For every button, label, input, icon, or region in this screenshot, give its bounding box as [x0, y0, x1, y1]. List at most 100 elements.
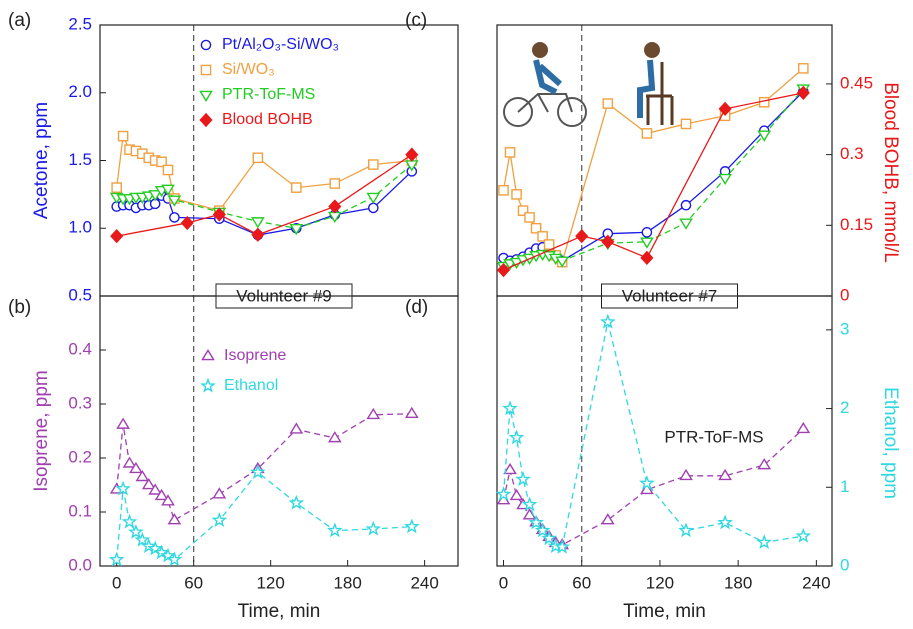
marker — [498, 488, 510, 499]
marker — [499, 186, 508, 195]
y2-tick-label: 0 — [840, 285, 849, 304]
marker — [799, 64, 808, 73]
marker — [641, 477, 653, 488]
cyclist-icon — [504, 42, 586, 126]
y-axis-label: Isoprene, ppm — [31, 370, 52, 491]
marker — [798, 423, 809, 432]
marker — [367, 523, 379, 534]
marker — [329, 524, 341, 535]
marker — [291, 424, 302, 433]
marker — [681, 201, 690, 210]
panel-label: (d) — [405, 297, 428, 318]
y2-tick-label: 1 — [840, 477, 849, 496]
y-axis-label: Acetone, ppm — [31, 102, 52, 219]
series-line — [117, 414, 412, 520]
marker — [163, 165, 172, 174]
legend-marker — [201, 65, 210, 74]
series-line — [504, 91, 804, 260]
legend-label: Si/WO₃ — [222, 61, 275, 78]
marker — [406, 408, 417, 417]
marker — [329, 432, 340, 441]
marker — [124, 516, 136, 527]
marker — [641, 252, 652, 264]
marker — [406, 520, 418, 531]
legend-marker — [202, 350, 213, 359]
x-axis-label: Time, min — [238, 601, 321, 622]
y2-tick-label: 0.15 — [840, 215, 873, 234]
marker — [602, 236, 613, 248]
marker — [504, 402, 516, 413]
y2-tick-label: 0 — [840, 555, 849, 574]
y-tick-label: 0.4 — [68, 339, 92, 358]
x-tick-label: 120 — [256, 573, 284, 592]
legend-label: Ethanol — [224, 377, 278, 394]
y-tick-label: 0.1 — [68, 501, 92, 520]
series-line — [117, 171, 412, 235]
marker — [170, 213, 179, 222]
legend-label: Pt/Al₂O₃-Si/WO₃ — [222, 36, 339, 53]
legend-label: Isoprene — [224, 347, 286, 364]
x-tick-label: 0 — [499, 573, 508, 592]
marker — [758, 536, 770, 547]
marker — [719, 517, 731, 528]
figure: 0.5 1.0 1.5 2.0 2.5 Acetone, ppm (a) Pt/Al₂O₃-S… — [0, 0, 913, 629]
marker — [118, 132, 127, 141]
x-axis-label: Time, min — [623, 601, 706, 622]
x-tick-label: 180 — [724, 573, 752, 592]
marker — [511, 431, 523, 442]
marker — [642, 228, 651, 237]
marker — [505, 148, 514, 157]
x-tick-label: 120 — [646, 573, 674, 592]
x-tick-label: 180 — [333, 573, 361, 592]
panel-label: (b) — [8, 297, 31, 318]
marker — [681, 119, 690, 128]
y-tick-label: 0.3 — [68, 393, 92, 412]
legend-label: Blood BOHB — [222, 111, 313, 128]
legend-marker — [201, 40, 210, 49]
marker — [369, 203, 378, 212]
marker — [512, 190, 521, 199]
marker — [760, 98, 769, 107]
y-tick-label: 1.5 — [68, 150, 92, 169]
x-tick-label: 240 — [410, 573, 438, 592]
marker — [602, 515, 613, 524]
marker — [680, 470, 691, 479]
y2-tick-label: 0.45 — [840, 73, 873, 92]
y2-axis-label: Blood BOHB, mmol/L — [880, 82, 901, 263]
panel-label: (a) — [8, 10, 31, 31]
legend-marker — [202, 380, 214, 391]
annotation: PTR-ToF-MS — [664, 427, 763, 446]
y-tick-label: 2.5 — [68, 14, 92, 33]
panel-label: (c) — [405, 10, 427, 31]
y-tick-label: 2.0 — [68, 82, 92, 101]
legend-label: PTR-ToF-MS — [222, 86, 315, 103]
y2-tick-label: 2 — [840, 398, 849, 417]
marker — [525, 213, 534, 222]
marker — [169, 515, 180, 524]
marker — [329, 200, 340, 212]
marker — [511, 490, 522, 499]
x-tick-label: 240 — [802, 573, 830, 592]
marker — [253, 153, 262, 162]
x-tick-label: 60 — [184, 573, 203, 592]
marker — [545, 240, 554, 249]
marker — [130, 526, 142, 537]
legend-marker — [200, 114, 211, 126]
y2-tick-label: 3 — [840, 319, 849, 338]
marker — [641, 238, 652, 247]
marker — [252, 229, 263, 241]
marker — [602, 316, 614, 327]
marker — [642, 129, 651, 138]
marker — [603, 99, 612, 108]
marker — [720, 175, 731, 184]
marker — [124, 458, 135, 467]
y-tick-label: 1.0 — [68, 218, 92, 237]
x-tick-label: 0 — [112, 573, 121, 592]
marker — [182, 217, 193, 229]
y-tick-label: 0.5 — [68, 285, 92, 304]
y-tick-label: 0.2 — [68, 447, 92, 466]
marker — [292, 183, 301, 192]
y2-axis-label: Ethanol, ppm — [880, 387, 901, 499]
marker — [368, 409, 379, 418]
x-tick-label: 60 — [572, 573, 591, 592]
